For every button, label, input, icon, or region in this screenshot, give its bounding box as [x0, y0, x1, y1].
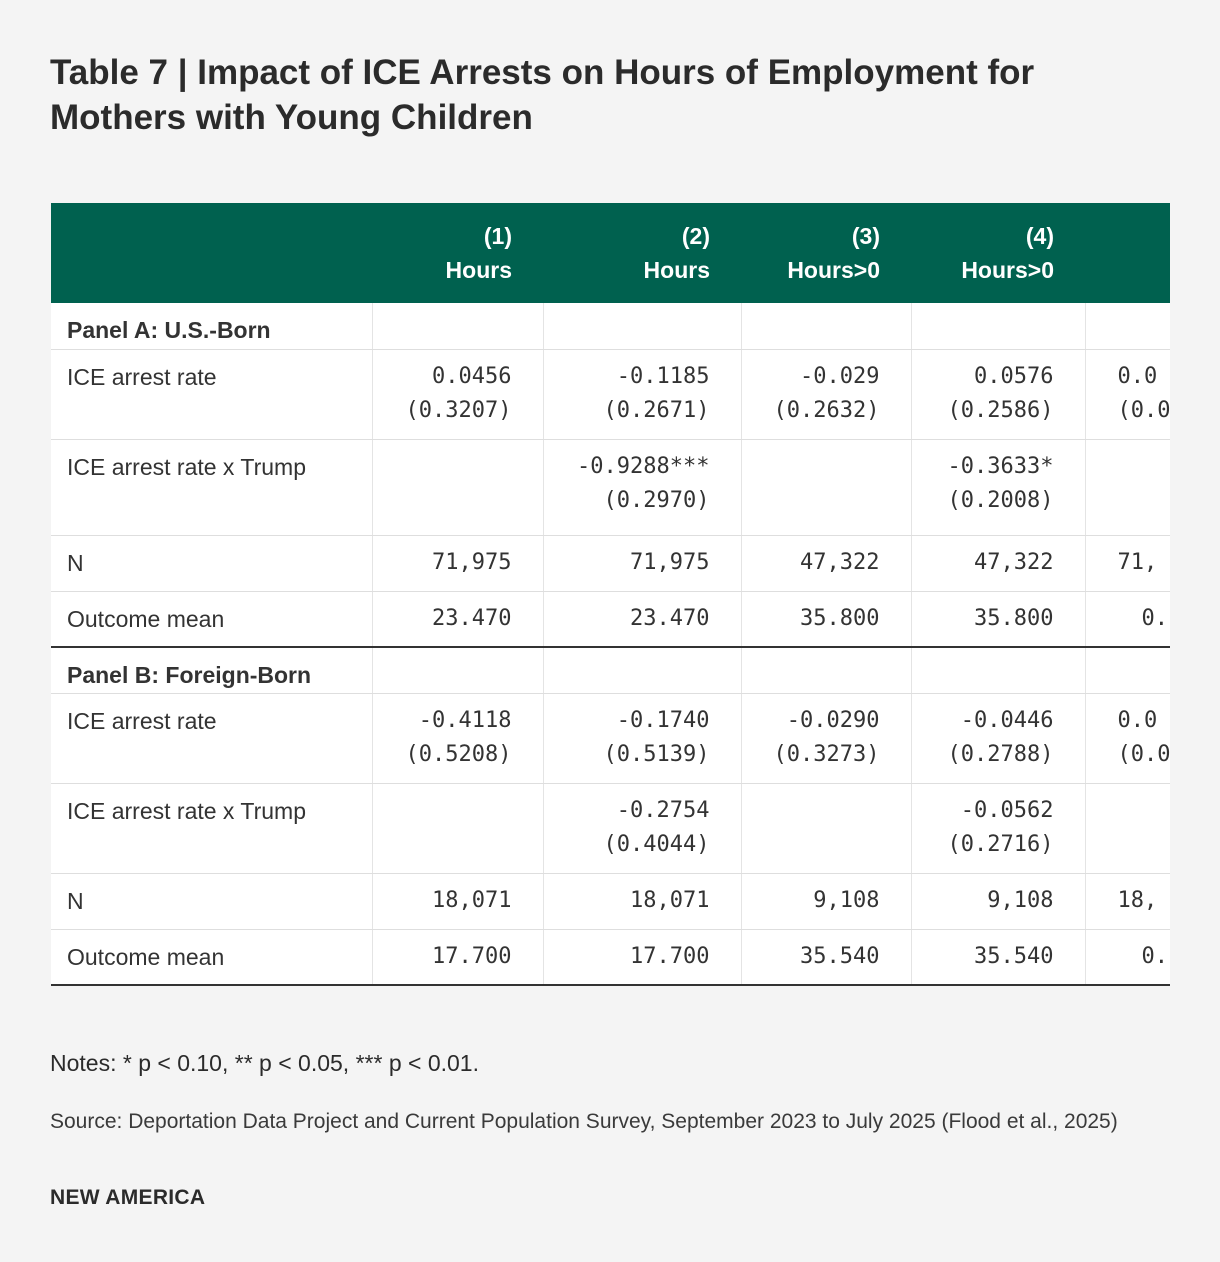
- table-cell: 0.0 (0.0: [1085, 349, 1170, 440]
- table-cell: 9,108: [741, 873, 912, 930]
- table-cell: 0.0456 (0.3207): [372, 349, 544, 440]
- table-cell: 17.700: [372, 929, 544, 986]
- column-header: (3) Hours>0: [741, 203, 911, 303]
- panel-b-heading-row: Panel B: Foreign-Born: [51, 647, 1170, 694]
- table-cell: -0.029 (0.2632): [741, 349, 912, 440]
- table-row: ICE arrest rate 0.0456 (0.3207) -0.1185 (0…: [51, 349, 1170, 440]
- table-cell: 18,071: [372, 873, 544, 930]
- table-row: ICE arrest rate x Trump -0.2754 (0.4044) …: [51, 783, 1170, 874]
- table-row: Outcome mean 17.700 17.700 35.540 35.540…: [51, 929, 1170, 986]
- table-cell: -0.0446 (0.2788): [911, 693, 1086, 784]
- table-cell: 17.700: [543, 929, 742, 986]
- table-cell: 9,108: [911, 873, 1086, 930]
- table-cell: -0.3633* (0.2008): [911, 439, 1086, 536]
- page-title: Table 7 | Impact of ICE Arrests on Hours…: [50, 53, 1035, 137]
- table-cell: 47,322: [741, 535, 912, 592]
- panel-a-heading-row: Panel A: U.S.-Born: [51, 303, 1170, 350]
- table-cell: [1085, 439, 1170, 536]
- table-cell: 18,071: [543, 873, 742, 930]
- table-cell: 18,: [1085, 873, 1170, 930]
- column-header: [1085, 203, 1170, 303]
- table-cell: -0.0562 (0.2716): [911, 783, 1086, 874]
- row-label: ICE arrest rate: [51, 349, 373, 440]
- row-label: ICE arrest rate x Trump: [51, 783, 373, 874]
- table-cell: [1085, 783, 1170, 874]
- table-cell: 0.0576 (0.2586): [911, 349, 1086, 440]
- table-cell: [741, 783, 912, 874]
- table-cell: 35.540: [741, 929, 912, 986]
- table-cell: 23.470: [372, 591, 544, 648]
- table-cell: 23.470: [543, 591, 742, 648]
- table-source: Source: Deportation Data Project and Cur…: [50, 1110, 1118, 1133]
- column-header: (2) Hours: [543, 203, 741, 303]
- row-label: N: [51, 535, 373, 592]
- header-row: (1) Hours (2) Hours (3) Hours>0 (4) Hours>0: [51, 203, 1170, 303]
- brand-logo-text: NEW AMERICA: [50, 1186, 206, 1209]
- table-cell: 47,322: [911, 535, 1086, 592]
- table-row: N 71,975 71,975 47,322 47,322 71,: [51, 535, 1170, 592]
- row-label: Outcome mean: [51, 929, 373, 986]
- row-label: ICE arrest rate x Trump: [51, 439, 373, 536]
- table-cell: -0.4118 (0.5208): [372, 693, 544, 784]
- table-cell: 35.800: [911, 591, 1086, 648]
- table-cell: -0.0290 (0.3273): [741, 693, 912, 784]
- header-blank-cell: [51, 203, 372, 303]
- table-cell: 0.: [1085, 591, 1170, 648]
- row-label: ICE arrest rate: [51, 693, 373, 784]
- table-row: ICE arrest rate -0.4118 (0.5208) -0.1740(…: [51, 693, 1170, 784]
- row-label: N: [51, 873, 373, 930]
- table-cell: 71,: [1085, 535, 1170, 592]
- results-table-container: (1) Hours (2) Hours (3) Hours>0 (4) Hours>0 …: [51, 203, 1170, 986]
- table-cell: [741, 439, 912, 536]
- table-notes: Notes: * p < 0.10, ** p < 0.05, *** p < …: [50, 1050, 479, 1076]
- table-cell: -0.1185 (0.2671): [543, 349, 742, 440]
- column-header: (1) Hours: [372, 203, 543, 303]
- panel-b-title: Panel B: Foreign-Born: [51, 647, 373, 694]
- results-table: (1) Hours (2) Hours (3) Hours>0 (4) Hours>0 …: [51, 203, 1170, 986]
- table-cell: -0.2754 (0.4044): [543, 783, 742, 874]
- panel-a-title: Panel A: U.S.-Born: [51, 303, 373, 350]
- table-cell: 35.800: [741, 591, 912, 648]
- row-label: Outcome mean: [51, 591, 373, 648]
- table-cell: 0.: [1085, 929, 1170, 986]
- table-cell: -0.1740 (0.5139): [543, 693, 742, 784]
- table-cell: [372, 783, 544, 874]
- table-cell: 35.540: [911, 929, 1086, 986]
- table-row: Outcome mean 23.470 23.470 35.800 35.800…: [51, 591, 1170, 648]
- table-row: ICE arrest rate x Trump -0.9288*** (0.297…: [51, 439, 1170, 536]
- table-cell: 71,975: [543, 535, 742, 592]
- table-row: N 18,071 18,071 9,108 9,108 18,: [51, 873, 1170, 930]
- table-cell: -0.9288*** (0.2970): [543, 439, 742, 536]
- table-cell: 0.0 (0.0: [1085, 693, 1170, 784]
- table-cell: 71,975: [372, 535, 544, 592]
- table-cell: [372, 439, 544, 536]
- column-header: (4) Hours>0: [911, 203, 1085, 303]
